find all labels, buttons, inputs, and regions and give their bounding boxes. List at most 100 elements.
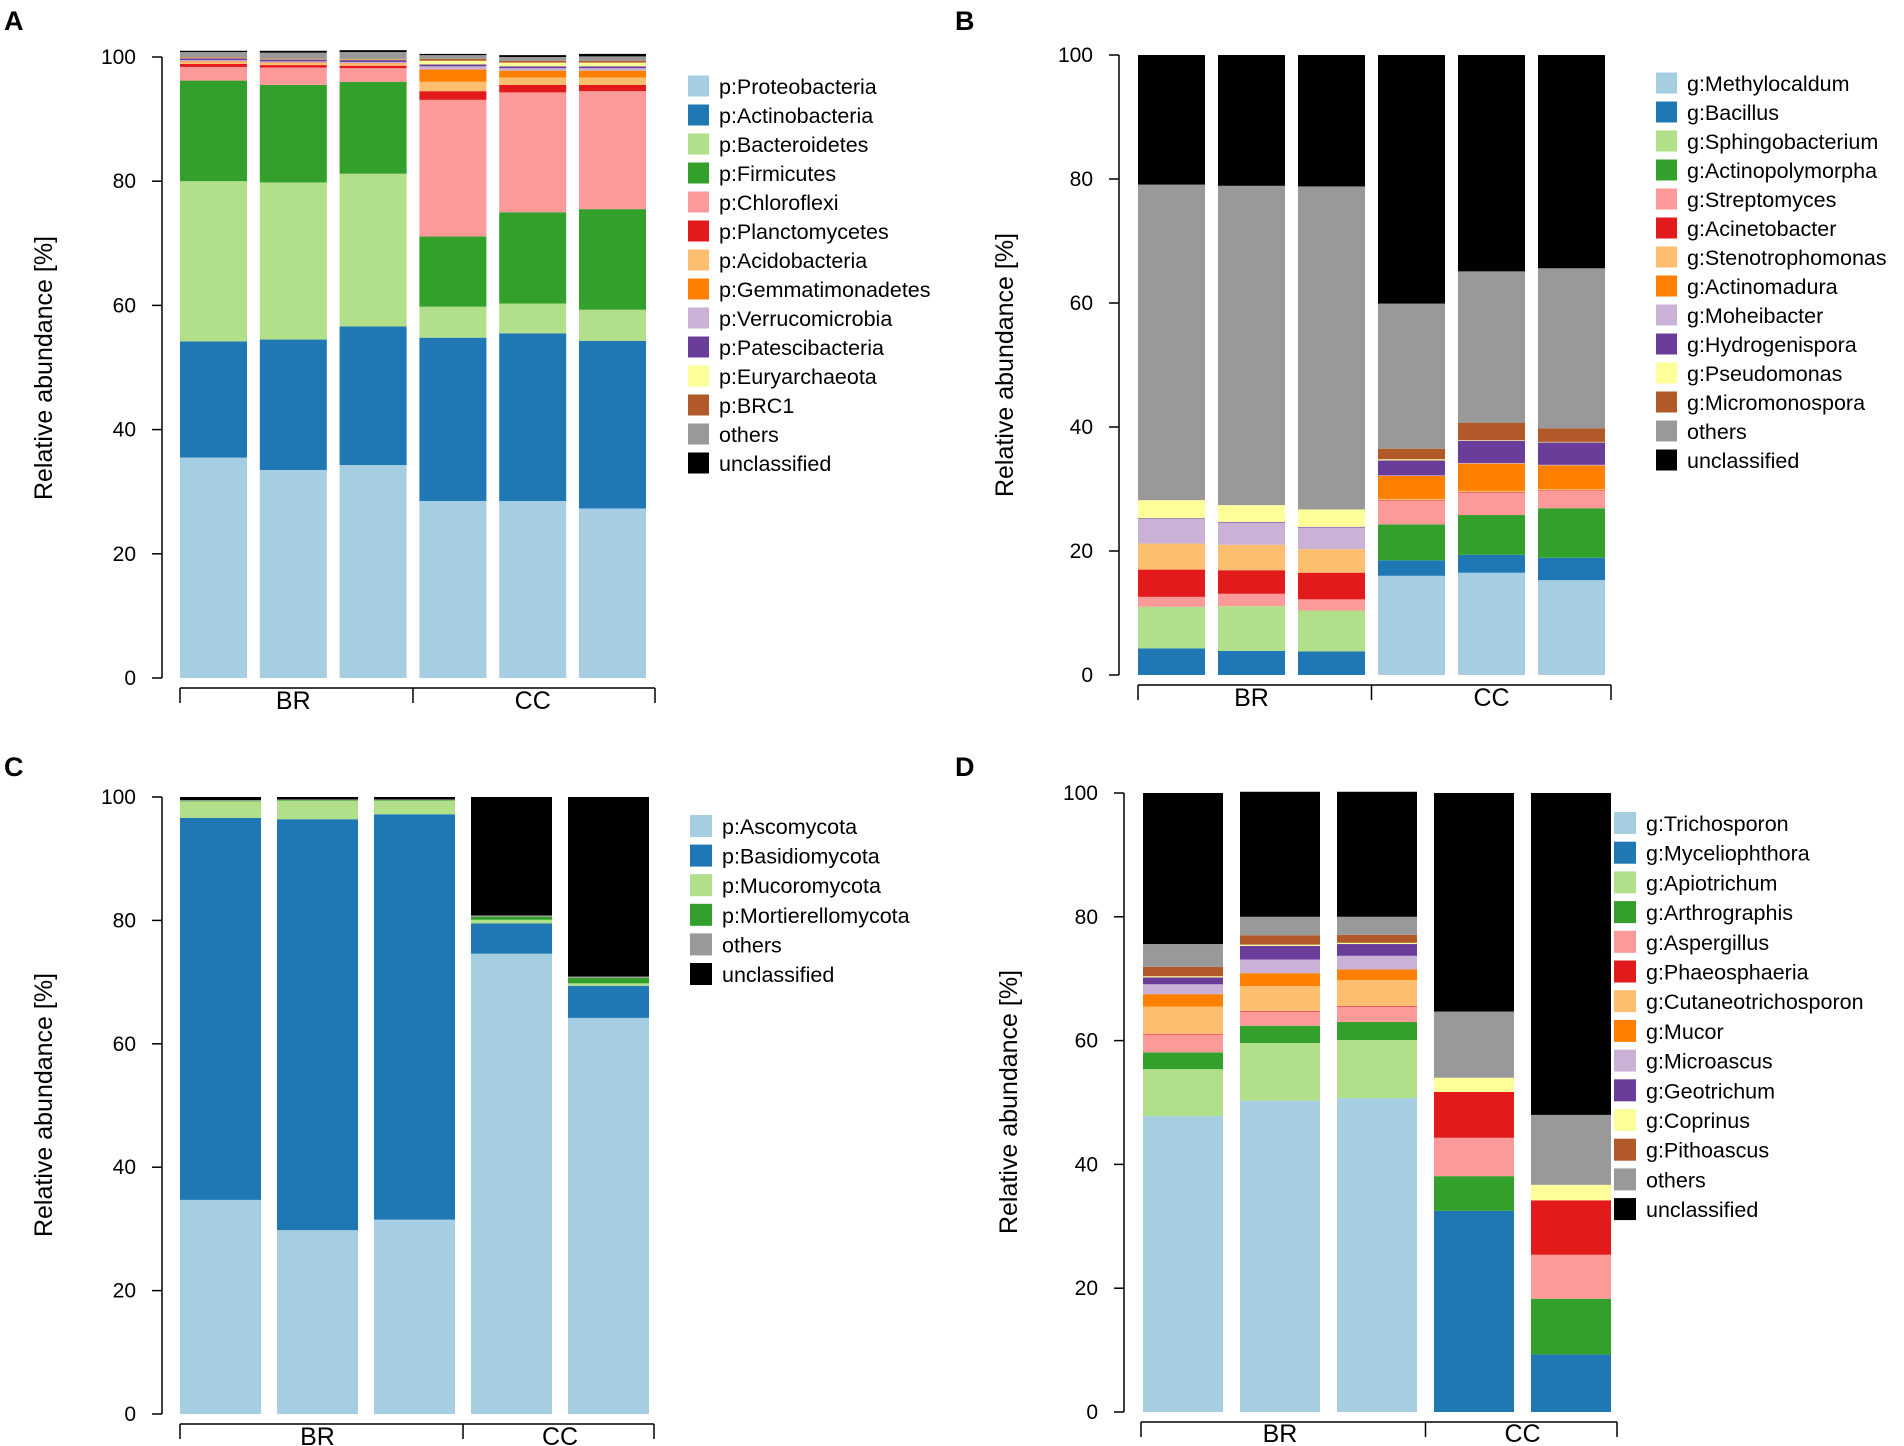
panel-a-bar-2-segment-9: [259, 61, 327, 63]
panel-d-legend-swatch-3: [1614, 871, 1636, 894]
panel-a-bar-4-segment-1: [419, 501, 487, 678]
panel-d-bar-1-segment-10: [1143, 977, 1223, 985]
panel-b-bar-4-segment-9: [1378, 475, 1445, 476]
panel-a-bar-5-segment-10: [499, 66, 567, 69]
panel-a-bar-6-segment-7: [579, 77, 646, 85]
panel-b-bar-2-segment-14: [1218, 55, 1285, 186]
panel-a-legend-label-4: p:Firmicutes: [719, 162, 836, 186]
panel-a: A 0 20 40 60 80 100 Relative abundance [%] BR CC p…: [4, 6, 931, 715]
panel-a-bar-5-segment-5: [499, 92, 567, 213]
panel-c-legend-label-1: p:Ascomycota: [722, 815, 857, 839]
panel-c-bar-4-segment-4: [471, 916, 552, 920]
panel-b-bar-3-segment-6: [1298, 572, 1365, 600]
panel-d-legend-label-10: g:Geotrichum: [1646, 1079, 1775, 1103]
panel-a-bar-4-segment-5: [419, 99, 487, 237]
panel-a-legend: p:Proteobacteria p:Actinobacteria p:Bacter…: [688, 75, 931, 476]
panel-a-bar-2-segment-10: [259, 59, 327, 62]
panel-b-bar-5-segment-1: [1458, 572, 1525, 675]
panel-b-legend-swatch-8: [1656, 275, 1677, 297]
panel-a-legend-swatch-8: [688, 278, 709, 300]
panel-a-bar-6-segment-14: [579, 53, 646, 57]
panel-d-legend-swatch-13: [1614, 1168, 1636, 1191]
panel-b-legend: g:Methylocaldum g:Bacillus g:Sphingobacter…: [1656, 72, 1887, 473]
panel-c-bar-5-segment-2: [568, 985, 649, 1018]
panel-a-bar-2-segment-12: [259, 58, 327, 59]
panel-d-legend-label-9: g:Microascus: [1646, 1050, 1773, 1074]
panel-d-legend-swatch-14: [1614, 1198, 1636, 1221]
panel-a-bar-3-segment-10: [339, 60, 407, 62]
panel-c-bar-5-segment-6: [568, 797, 649, 977]
panel-b-bar-2-segment-9: [1218, 522, 1285, 545]
panel-b-bar-6-segment-12: [1538, 428, 1605, 442]
panel-a-bar-6-segment-9: [579, 68, 646, 71]
panel-c-bar-4-segment-5: [471, 915, 552, 917]
panel-c-bar-3-segment-3: [374, 800, 455, 815]
panel-c-bar-4-segment-6: [471, 797, 552, 916]
panel-c-y-tick-label: 40: [113, 1156, 136, 1179]
panel-b-y-axis-title: Relative abundance [%]: [991, 233, 1019, 497]
panel-b-bar-1-segment-9: [1138, 518, 1205, 544]
panel-a-legend-swatch-2: [688, 104, 709, 126]
panel-b-bar-5-segment-14: [1458, 55, 1525, 272]
panel-b-legend-label-13: others: [1687, 420, 1747, 444]
panel-c-legend-swatch-6: [690, 963, 712, 985]
panel-a-bar-6-segment-11: [579, 62, 646, 67]
panel-c-bar-1-segment-3: [180, 801, 261, 818]
panel-d-bar-3-segment-3: [1337, 1039, 1417, 1099]
panel-b-bar-3-segment-7: [1298, 549, 1365, 573]
panel-a-bar-6-segment-12: [579, 60, 646, 63]
panel-b-legend-label-10: g:Hydrogenispora: [1687, 333, 1857, 357]
panel-d-legend-label-12: g:Pithoascus: [1646, 1139, 1769, 1163]
panel-c-group-label-br: BR: [300, 1423, 335, 1446]
panel-b-bar-5-segment-13: [1458, 271, 1525, 423]
panel-b-bar-1-segment-6: [1138, 569, 1205, 597]
panel-d-legend-label-14: unclassified: [1646, 1198, 1758, 1222]
panel-d-bar-1-segment-14: [1143, 793, 1223, 945]
panel-b-legend-swatch-2: [1656, 101, 1677, 123]
panel-c-bar-3-segment-6: [374, 797, 455, 800]
panel-d-legend-label-5: g:Aspergillus: [1646, 931, 1769, 955]
panel-a-legend-swatch-3: [688, 133, 709, 155]
panel-c-legend-label-3: p:Mucoromycota: [722, 874, 881, 898]
panel-d-bar-2-segment-12: [1240, 935, 1320, 945]
panel-b-bar-1-segment-11: [1138, 500, 1205, 519]
panel-d-letter: D: [955, 752, 975, 782]
panel-b-bar-6-segment-1: [1538, 580, 1605, 675]
panel-b-legend-label-5: g:Streptomyces: [1687, 188, 1836, 212]
panel-a-bar-3-segment-14: [339, 50, 407, 53]
panel-a-y-tick-label: 0: [124, 667, 136, 690]
panel-b-bar-3-segment-2: [1298, 651, 1365, 675]
panel-b-legend-label-1: g:Methylocaldum: [1687, 72, 1850, 96]
panel-b-bar-4-segment-7: [1378, 498, 1445, 501]
panel-a-bar-6-segment-5: [579, 91, 646, 210]
panel-c-legend: p:Ascomycota p:Basidiomycota p:Mucoromycot…: [690, 815, 910, 987]
panel-d-legend-label-6: g:Phaeosphaeria: [1646, 961, 1809, 985]
panel-a-y-tick-label: 40: [113, 419, 136, 442]
panel-d-bar-3-segment-11: [1337, 942, 1417, 945]
panel-a-legend-swatch-14: [688, 452, 709, 474]
panel-d-bar-2-segment-5: [1240, 1011, 1320, 1026]
panel-c-bar-3-segment-4: [374, 800, 455, 801]
panel-a-bar-5-segment-12: [499, 60, 567, 63]
panel-b-bar-3-segment-9: [1298, 527, 1365, 550]
panel-d-y-tick-label: 100: [1063, 782, 1098, 805]
panel-d-bar-2-segment-3: [1240, 1043, 1320, 1101]
panel-d-bar-3-segment-7: [1337, 979, 1417, 1006]
panel-b-legend-swatch-7: [1656, 246, 1677, 268]
panel-d-bar-5-segment-13: [1531, 1114, 1611, 1185]
panel-b-bar-4-segment-11: [1378, 459, 1445, 461]
panel-a-bar-2-segment-8: [259, 62, 327, 64]
panel-b-bar-4-segment-14: [1378, 55, 1445, 304]
panel-d-bar-2-segment-8: [1240, 973, 1320, 987]
panel-d-legend-label-8: g:Mucor: [1646, 1020, 1724, 1044]
panel-a-bar-5-segment-14: [499, 55, 567, 57]
panel-b-bar-5-segment-6: [1458, 492, 1525, 493]
panel-a-bar-1-segment-5: [180, 66, 247, 81]
panel-d-bar-5-segment-4: [1531, 1298, 1611, 1355]
panel-d-bar-4-segment-5: [1434, 1137, 1514, 1177]
panel-d-y-tick-label: 0: [1086, 1401, 1098, 1424]
panel-b-bar-3-segment-13: [1298, 186, 1365, 510]
panel-a-group-label-br: BR: [276, 687, 311, 715]
panel-a-bar-5-segment-1: [499, 501, 567, 678]
panel-c-bar-5-segment-1: [568, 1017, 649, 1414]
